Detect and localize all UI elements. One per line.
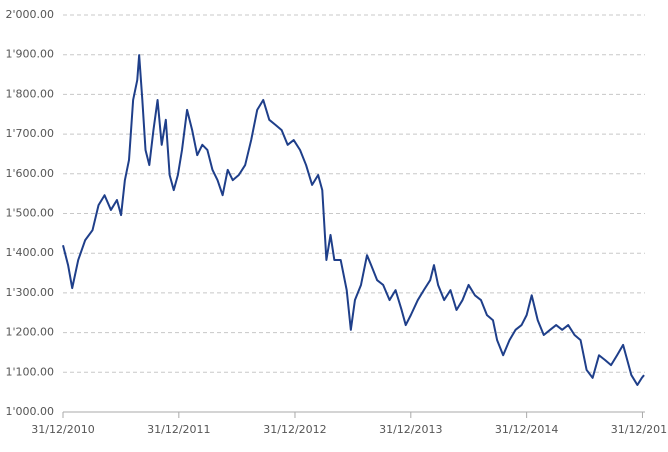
x-tick-label: 31/12/2015 [611, 423, 668, 436]
x-tick-label: 31/12/2014 [495, 423, 558, 436]
y-tick-label: 1'900.00 [5, 48, 54, 61]
y-tick-label: 1'100.00 [5, 365, 54, 378]
x-tick-label: 31/12/2012 [263, 423, 326, 436]
y-tick-label: 1'600.00 [5, 167, 54, 180]
x-tick-label: 31/12/2010 [31, 423, 94, 436]
y-tick-label: 1'200.00 [5, 326, 54, 339]
y-tick-label: 1'800.00 [5, 87, 54, 100]
x-tick-label: 31/12/2011 [147, 423, 210, 436]
price-line [62, 54, 645, 387]
y-tick-label: 1'700.00 [5, 127, 54, 140]
y-tick-label: 1'300.00 [5, 286, 54, 299]
y-tick-label: 1'400.00 [5, 246, 54, 259]
x-tick-label: 31/12/2013 [379, 423, 442, 436]
y-tick-label: 1'500.00 [5, 207, 54, 220]
y-tick-label: 2'000.00 [5, 8, 54, 21]
y-tick-label: 1'000.00 [5, 405, 54, 418]
